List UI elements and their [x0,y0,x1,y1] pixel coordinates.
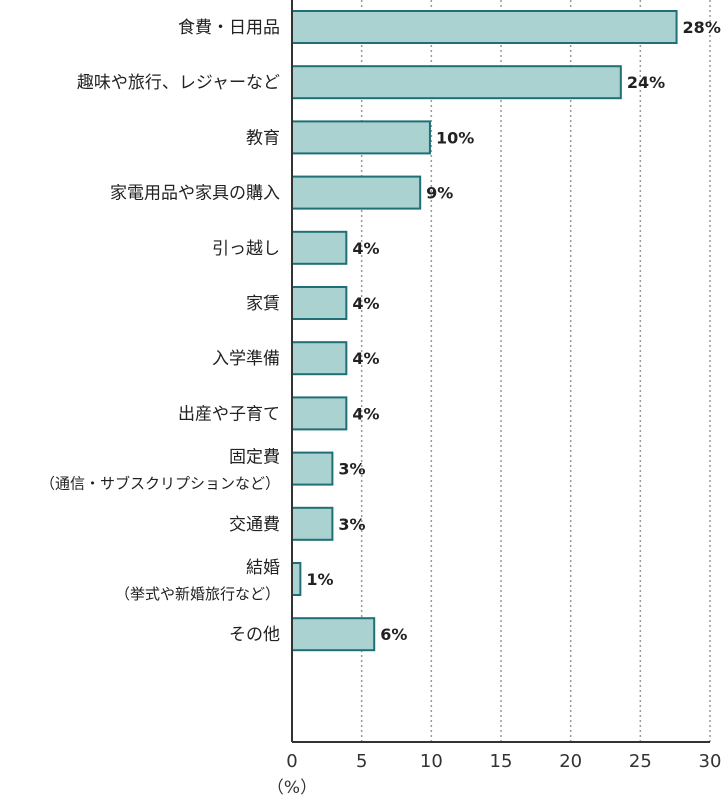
x-axis-unit-label: （%） [267,778,317,798]
category-labels: 食費・日用品趣味や旅行、レジャーなど教育家電用品や家具の購入引っ越し家賃入学準備… [40,18,280,645]
category-label: 出産や子育て [178,404,280,424]
x-tick-label: 5 [356,751,367,772]
category-label: 教育 [246,128,280,148]
bars [291,10,678,652]
data-label: 3% [338,515,365,534]
bar [291,10,678,44]
bar [291,451,334,486]
data-label: 4% [352,349,379,368]
category-label: 家電用品や家具の購入 [110,184,280,204]
bar [291,506,334,541]
data-label: 4% [352,404,379,423]
category-label-line: 固定費 [229,448,280,468]
bar [291,175,422,210]
category-label: 趣味や旅行、レジャーなど [77,73,280,93]
data-label: 10% [436,128,474,147]
data-label: 28% [683,18,721,37]
x-tick-label: 0 [286,751,297,772]
category-label: その他 [229,625,280,645]
bar [291,286,348,320]
x-tick-label: 10 [420,751,443,772]
category-label: 固定費 （通信・サブスクリプションなど） [40,448,280,493]
data-label: 4% [352,239,379,258]
x-tick-label: 20 [559,751,582,772]
x-tick-label: 30 [699,751,722,772]
data-label: 24% [627,73,665,92]
data-label: 9% [426,184,453,203]
bar [291,617,376,652]
data-label: 3% [338,460,365,479]
x-tick-label: 25 [629,751,652,772]
data-label: 4% [352,294,379,313]
category-label: 食費・日用品 [178,18,280,38]
category-label: 交通費 [229,515,280,535]
x-tick-labels: 0 5 10 15 20 25 30 [286,751,721,772]
category-label: 引っ越し [212,239,280,259]
data-label: 6% [380,625,407,644]
category-label: 家賃 [246,294,280,314]
category-label: 結婚 （挙式や新婚旅行など） [115,558,280,603]
grid-lines [360,0,711,742]
data-label: 1% [306,570,333,589]
bar [291,562,302,596]
bar [291,230,348,265]
category-label-line: （通信・サブスクリプションなど） [40,475,280,493]
x-tick-label: 15 [490,751,513,772]
bar [291,65,622,100]
category-label-line: 結婚 [246,558,280,578]
bar [291,341,348,376]
category-label-line: （挙式や新婚旅行など） [115,585,280,603]
value-labels: 28% 24% 10% 9% 4% 4% 4% 4% 3% 3% 1% 6% [306,18,720,644]
bar [291,120,431,155]
bar [291,396,348,431]
category-label: 入学準備 [212,349,280,369]
